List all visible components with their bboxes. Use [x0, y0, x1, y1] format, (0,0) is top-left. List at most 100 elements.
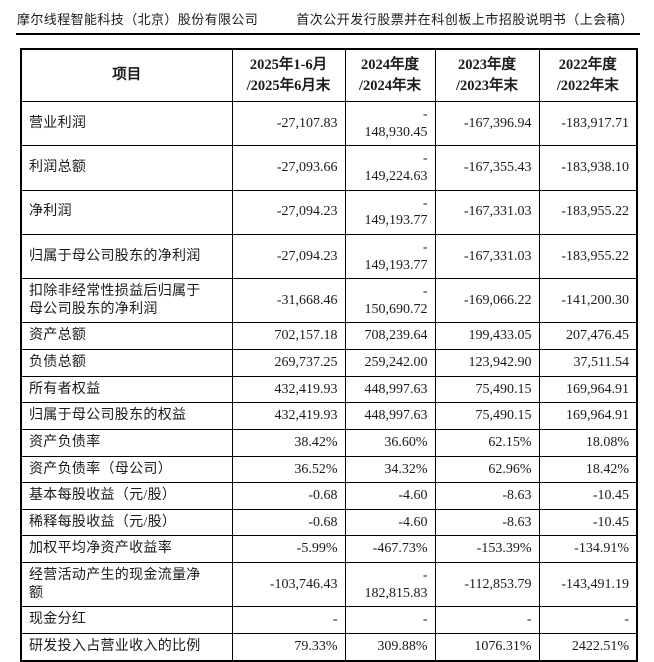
row-label: 归属于母公司股东的净利润 [20, 233, 233, 280]
cell-2022: 18.08% [538, 428, 638, 457]
cell-2024: -4.60 [344, 482, 436, 510]
cell-2025: -27,107.83 [231, 101, 346, 147]
cell-2025: 269,737.25 [231, 349, 346, 377]
cell-2025: 432,419.93 [231, 375, 346, 404]
row-label: 扣除非经常性损益后归属于 母公司股东的净利润 [20, 278, 233, 324]
table-row: 现金分红 - - - - [20, 606, 638, 634]
row-label: 负债总额 [20, 349, 233, 377]
cell-2023: 75,490.15 [434, 402, 540, 430]
table-row: 归属于母公司股东的权益 432,419.93 448,997.63 75,490… [20, 402, 638, 430]
cell-2022: -183,955.22 [538, 233, 638, 280]
cell-2025: 38.42% [231, 428, 346, 457]
cell-2023: -8.63 [434, 508, 540, 537]
table-row: 扣除非经常性损益后归属于 母公司股东的净利润 -31,668.46 - 150,… [20, 278, 638, 324]
row-label: 营业利润 [20, 101, 233, 147]
cell-2023: 199,433.05 [434, 322, 540, 351]
company-name: 摩尔线程智能科技（北京）股份有限公司 [17, 12, 259, 27]
row-label: 经营活动产生的现金流量净 额 [20, 562, 233, 608]
row-label: 资产总额 [20, 322, 233, 351]
cell-2024: - 149,193.77 [344, 189, 436, 235]
header-divider [16, 33, 640, 35]
table-header-row: 项目 2025年1-6月 /2025年6月末 2024年度 /2024年末 20… [20, 48, 638, 103]
cell-2024: - [344, 606, 436, 634]
table-row: 所有者权益 432,419.93 448,997.63 75,490.15 16… [20, 375, 638, 404]
cell-2022: -143,491.19 [538, 562, 638, 608]
table-row: 净利润 -27,094.23 - 149,193.77 -167,331.03 … [20, 189, 638, 235]
cell-2024: 448,997.63 [344, 402, 436, 430]
row-label: 研发投入占营业收入的比例 [20, 632, 233, 662]
cell-2023: - [434, 606, 540, 634]
cell-2023: -112,853.79 [434, 562, 540, 608]
cell-2024: 34.32% [344, 455, 436, 484]
cell-2023: -167,331.03 [434, 233, 540, 280]
cell-2023: -167,355.43 [434, 145, 540, 191]
row-label: 资产负债率（母公司） [20, 455, 233, 484]
cell-2025: -27,094.23 [231, 189, 346, 235]
table-row: 稀释每股收益（元/股） -0.68 -4.60 -8.63 -10.45 [20, 508, 638, 537]
table-row: 归属于母公司股东的净利润 -27,094.23 - 149,193.77 -16… [20, 233, 638, 280]
cell-2025: 36.52% [231, 455, 346, 484]
cell-2024: - 149,193.77 [344, 233, 436, 280]
cell-2022: - [538, 606, 638, 634]
column-header-2023: 2023年度 /2023年末 [434, 48, 540, 103]
cell-2024: -467.73% [344, 535, 436, 564]
row-label: 归属于母公司股东的权益 [20, 402, 233, 430]
cell-2022: -134.91% [538, 535, 638, 564]
column-header-item: 项目 [20, 48, 233, 103]
cell-2022: -10.45 [538, 508, 638, 537]
cell-2025: -27,094.23 [231, 233, 346, 280]
table-row: 利润总额 -27,093.66 - 149,224.63 -167,355.43… [20, 145, 638, 191]
cell-2023: -167,396.94 [434, 101, 540, 147]
cell-2022: 37,511.54 [538, 349, 638, 377]
cell-2025: -5.99% [231, 535, 346, 564]
column-header-2024: 2024年度 /2024年末 [344, 48, 436, 103]
cell-2022: -183,917.71 [538, 101, 638, 147]
cell-2025: -27,093.66 [231, 145, 346, 191]
table-body: 营业利润 -27,107.83 - 148,930.45 -167,396.94… [20, 101, 638, 662]
cell-2023: 1076.31% [434, 632, 540, 662]
table-row: 营业利润 -27,107.83 - 148,930.45 -167,396.94… [20, 101, 638, 147]
cell-2023: 62.96% [434, 455, 540, 484]
cell-2025: 79.33% [231, 632, 346, 662]
cell-2022: 2422.51% [538, 632, 638, 662]
column-header-2025: 2025年1-6月 /2025年6月末 [231, 48, 346, 103]
cell-2024: 448,997.63 [344, 375, 436, 404]
cell-2024: - 148,930.45 [344, 101, 436, 147]
table-row: 资产负债率（母公司） 36.52% 34.32% 62.96% 18.42% [20, 455, 638, 484]
cell-2023: 75,490.15 [434, 375, 540, 404]
cell-2025: -0.68 [231, 482, 346, 510]
cell-2024: - 149,224.63 [344, 145, 436, 191]
cell-2023: -167,331.03 [434, 189, 540, 235]
row-label: 利润总额 [20, 145, 233, 191]
table-row: 资产负债率 38.42% 36.60% 62.15% 18.08% [20, 428, 638, 457]
cell-2024: - 150,690.72 [344, 278, 436, 324]
row-label: 资产负债率 [20, 428, 233, 457]
cell-2025: -103,746.43 [231, 562, 346, 608]
column-header-2022: 2022年度 /2022年末 [538, 48, 638, 103]
cell-2025: -31,668.46 [231, 278, 346, 324]
table-row: 加权平均净资产收益率 -5.99% -467.73% -153.39% -134… [20, 535, 638, 564]
cell-2022: 207,476.45 [538, 322, 638, 351]
table-row: 研发投入占营业收入的比例 79.33% 309.88% 1076.31% 242… [20, 632, 638, 662]
cell-2025: - [231, 606, 346, 634]
cell-2025: -0.68 [231, 508, 346, 537]
cell-2024: 309.88% [344, 632, 436, 662]
cell-2022: -183,938.10 [538, 145, 638, 191]
cell-2025: 702,157.18 [231, 322, 346, 351]
cell-2023: -169,066.22 [434, 278, 540, 324]
cell-2022: -10.45 [538, 482, 638, 510]
cell-2024: 708,239.64 [344, 322, 436, 351]
row-label: 稀释每股收益（元/股） [20, 508, 233, 537]
row-label: 净利润 [20, 189, 233, 235]
document-header: 摩尔线程智能科技（北京）股份有限公司 首次公开发行股票并在科创板上市招股说明书（… [0, 0, 654, 28]
cell-2022: -183,955.22 [538, 189, 638, 235]
cell-2023: 123,942.90 [434, 349, 540, 377]
cell-2024: 259,242.00 [344, 349, 436, 377]
financial-summary-table: 项目 2025年1-6月 /2025年6月末 2024年度 /2024年末 20… [20, 48, 638, 662]
cell-2022: 18.42% [538, 455, 638, 484]
row-label: 加权平均净资产收益率 [20, 535, 233, 564]
table-row: 基本每股收益（元/股） -0.68 -4.60 -8.63 -10.45 [20, 482, 638, 510]
row-label: 现金分红 [20, 606, 233, 634]
cell-2022: 169,964.91 [538, 375, 638, 404]
